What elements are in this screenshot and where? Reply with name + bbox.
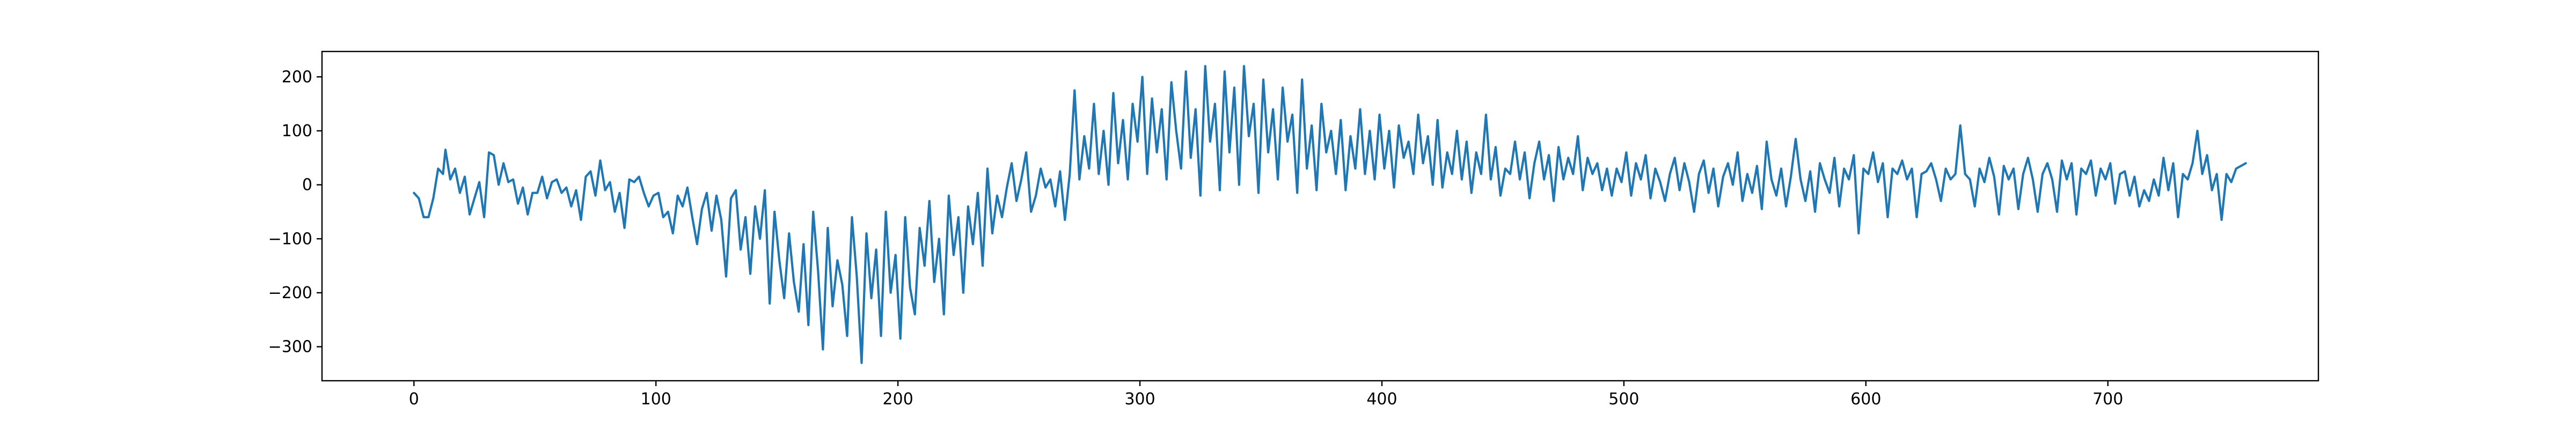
- y-tick-label: −200: [268, 284, 312, 302]
- y-tick-label: −100: [268, 230, 312, 248]
- x-axis: 0 100 200 300 400 500 600 700: [409, 381, 2123, 409]
- y-axis: −300 −200 −100 0 100 200: [268, 68, 322, 357]
- plot-area: [321, 50, 2319, 382]
- x-tick-label: 700: [2092, 390, 2123, 409]
- x-tick-label: 200: [883, 390, 913, 409]
- y-tick-label: −300: [268, 338, 312, 357]
- y-tick-label: 0: [302, 176, 312, 195]
- x-tick-label: 0: [409, 390, 419, 409]
- y-tick-label: 100: [282, 122, 312, 140]
- x-tick-label: 600: [1850, 390, 1881, 409]
- x-tick-label: 100: [641, 390, 671, 409]
- axes-frame: [321, 50, 2319, 382]
- series-line-0: [413, 65, 2247, 364]
- x-tick-label: 400: [1366, 390, 1397, 409]
- y-tick-label: 200: [282, 68, 312, 86]
- x-tick-label: 300: [1124, 390, 1155, 409]
- x-tick-label: 500: [1608, 390, 1639, 409]
